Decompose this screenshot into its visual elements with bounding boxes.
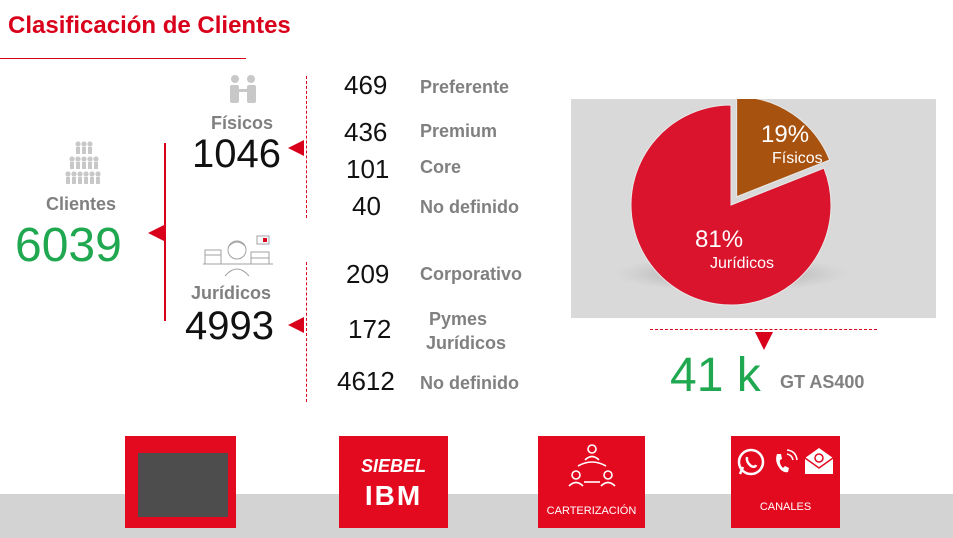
juridicos-total: 4993 [185,304,274,348]
juridicos-label: Jurídicos [191,283,272,303]
gt-value: 41 k [670,349,761,402]
fisicos-percent: 19% [761,121,809,148]
core-label: Core [420,157,462,177]
pie-slice-fisicos [736,99,831,198]
premium-label: Premium [420,121,498,141]
carterizacion-label: CARTERIZACIÓN [546,505,637,517]
pie-slice-juridicos [630,104,832,306]
clientes-total: 6039 [15,219,122,272]
clientes-arrow [148,225,164,241]
tile-carterizacion[interactable]: CARTERIZACIÓN [538,436,645,528]
pymes-value: 172 [348,314,392,344]
tile-canales[interactable]: CANALES [731,436,840,528]
tile-blank[interactable] [125,436,236,528]
clientes-label: Clientes [46,194,117,214]
juridicos-arrow [288,317,304,333]
fisicos-slice-label: Físicos [772,150,823,167]
title-underline [0,58,246,59]
fisicos-dashed-line [306,76,307,218]
ibm-logo: IBM [364,480,423,511]
canales-label: CANALES [759,501,812,513]
pymes-label-line2: Jurídicos [426,333,507,353]
core-value: 101 [346,154,390,184]
juridicos-no-definido-label: No definido [420,373,519,393]
business-person-icon [203,235,273,277]
gt-arrow-down [755,332,773,350]
preferente-label: Preferente [420,77,510,97]
tile-blank-screen [138,453,228,517]
juridicos-dashed-line [306,262,307,402]
corporativo-label: Corporativo [420,264,523,284]
tile-siebel-ibm[interactable]: SIEBEL IBM [339,436,448,528]
fisicos-arrow [288,140,304,156]
corporativo-value: 209 [346,259,390,289]
phone-call-icon [776,449,798,473]
juridicos-slice-label: Jurídicos [710,255,774,272]
gt-dashed-line [650,329,877,330]
preferente-value: 469 [344,70,388,100]
fisicos-total: 1046 [192,132,281,176]
siebel-logo: SIEBEL [360,456,426,476]
fisicos-no-definido-label: No definido [420,197,519,217]
juridicos-percent: 81% [695,226,743,253]
pie-chart: 19% Físicos 81% Jurídicos [613,99,849,306]
people-network-icon [568,444,616,487]
email-icon [804,448,834,474]
clientes-bracket-line [164,143,166,321]
fisicos-no-definido-value: 40 [352,191,381,221]
handshake-people-icon [230,75,256,103]
premium-value: 436 [344,117,388,147]
page-title: Clasificación de Clientes [8,12,291,39]
pymes-label-line1: Pymes [429,309,488,329]
people-group-icon [65,141,101,184]
fisicos-label: Físicos [211,113,274,133]
gt-label: GT AS400 [780,372,865,392]
whatsapp-icon [737,448,765,476]
juridicos-no-definido-value: 4612 [337,366,395,396]
